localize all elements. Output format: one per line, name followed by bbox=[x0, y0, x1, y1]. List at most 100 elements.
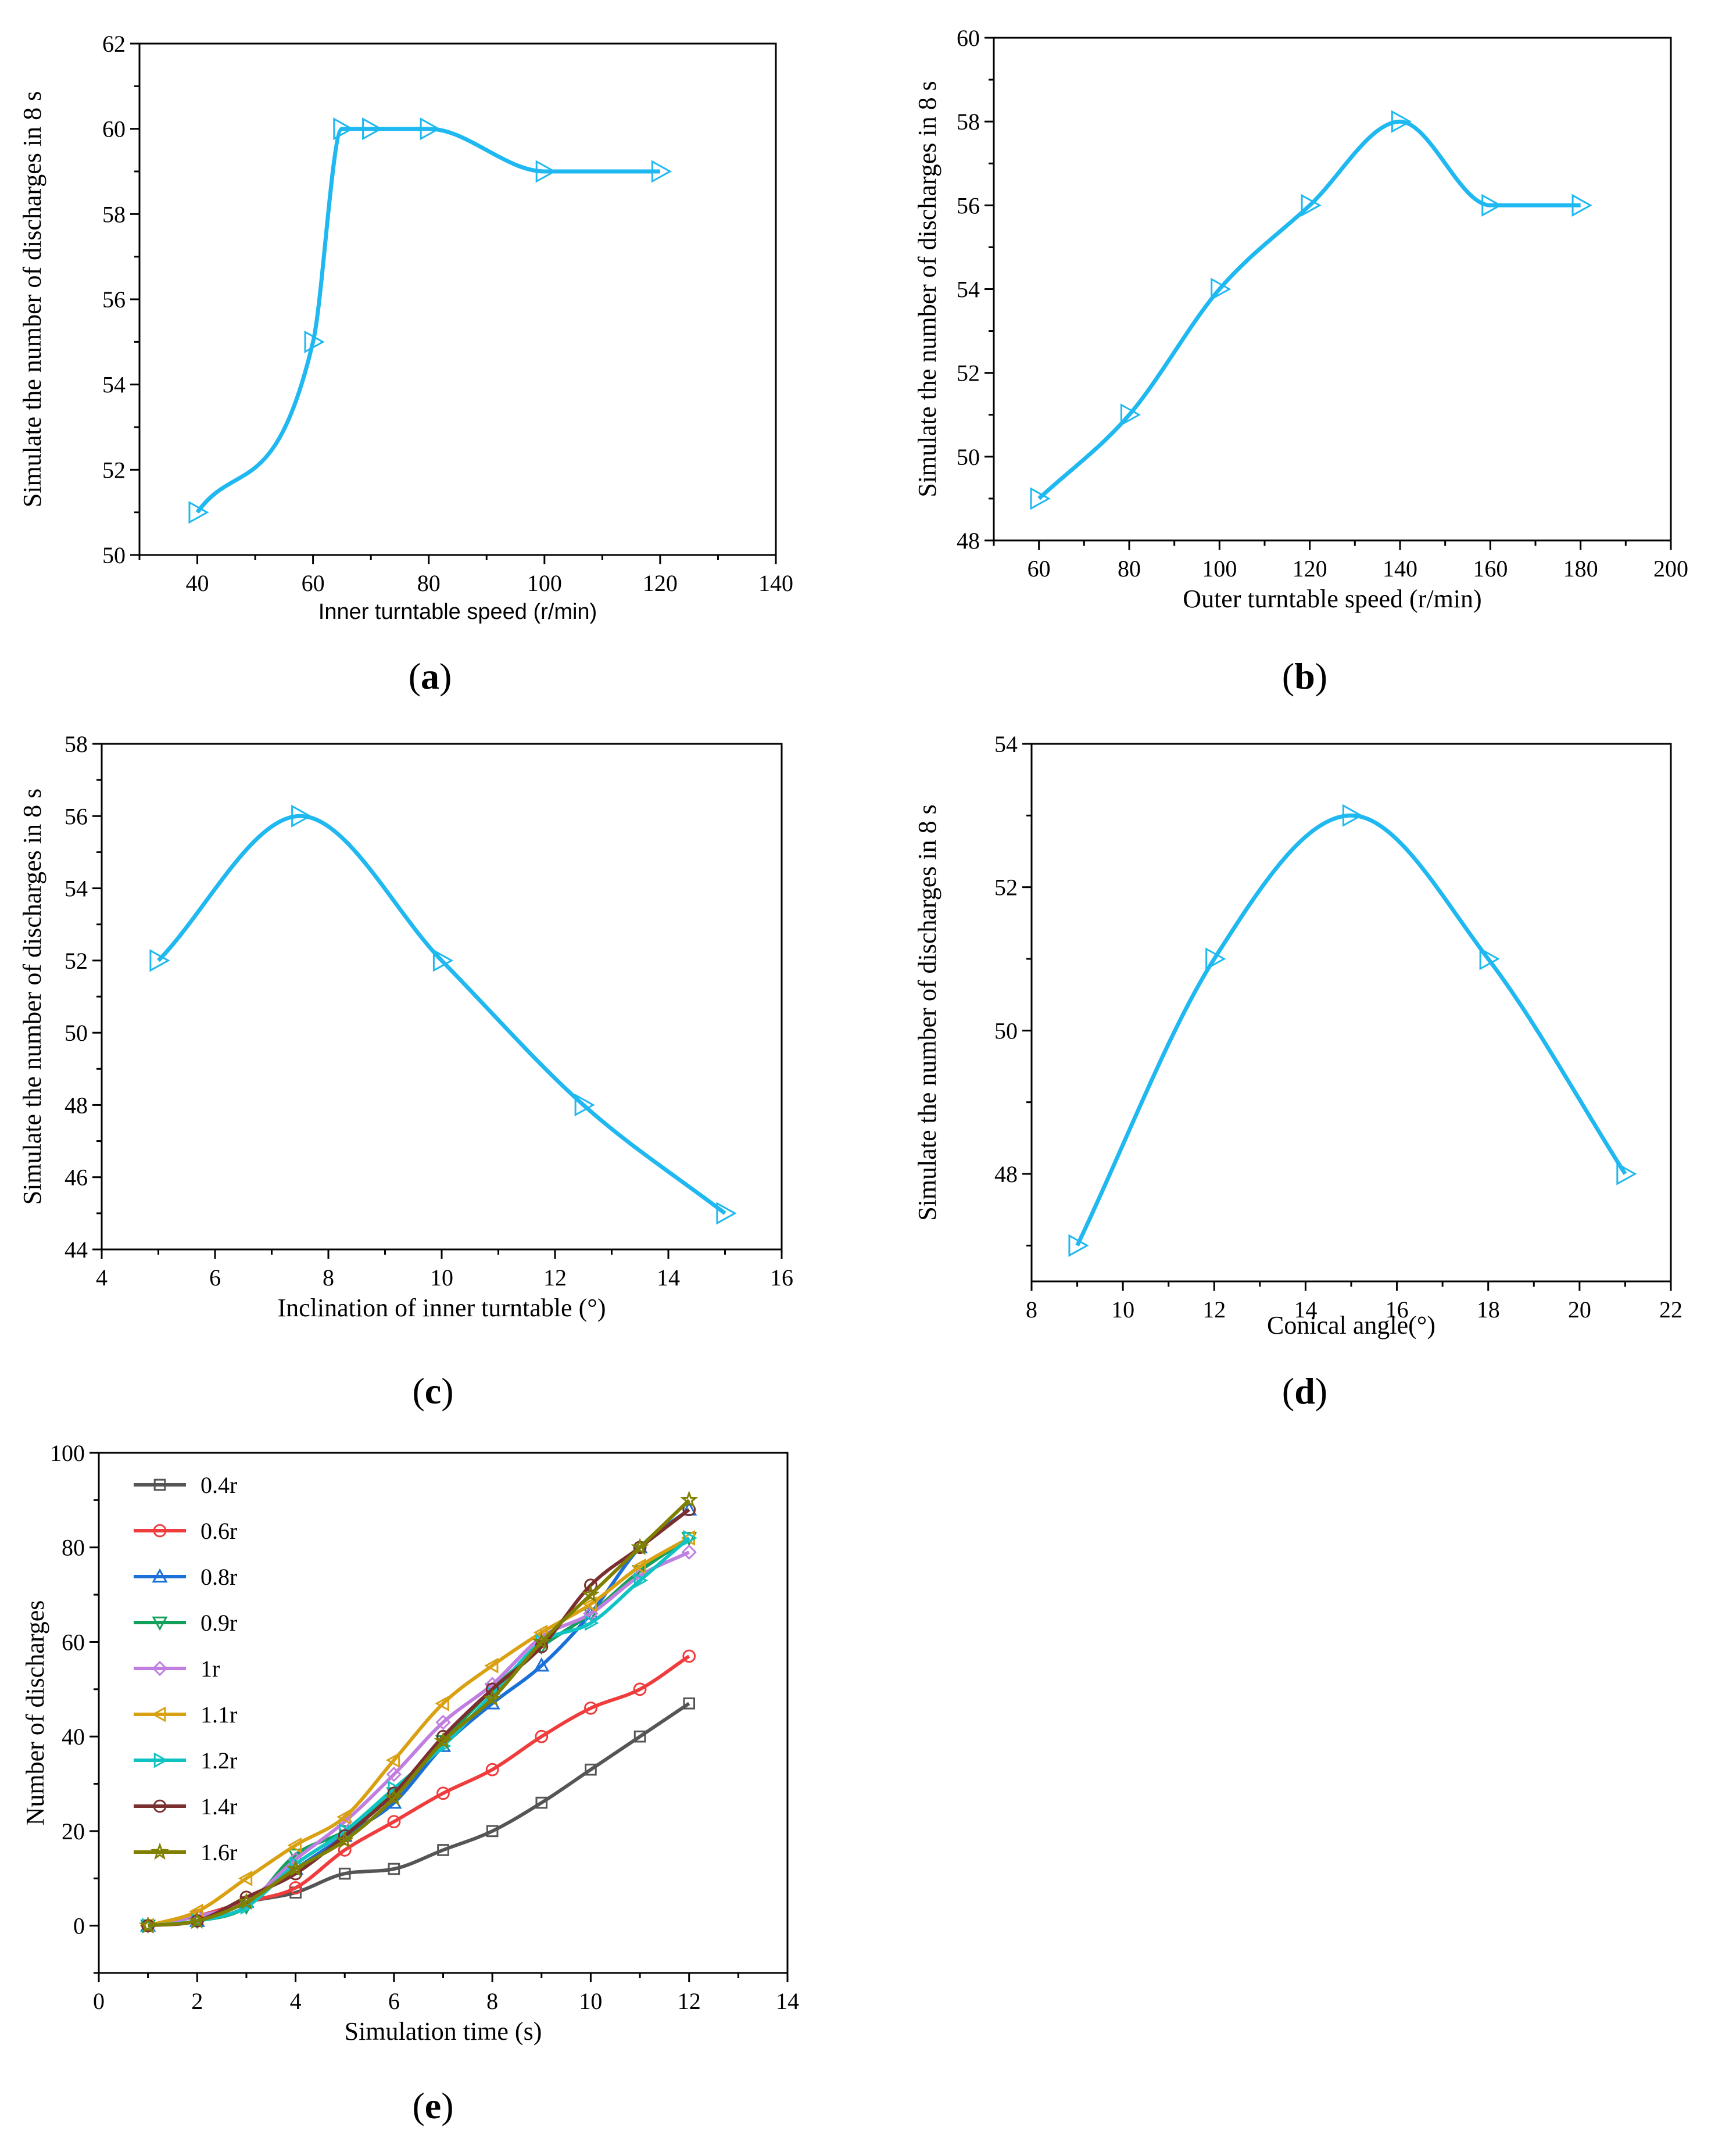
x-axis-label: Simulation time (s) bbox=[345, 2017, 542, 2046]
x-tick-label: 22 bbox=[1659, 1297, 1682, 1323]
x-tick-label: 4 bbox=[96, 1265, 108, 1291]
data-point bbox=[485, 1682, 499, 1696]
data-point bbox=[574, 1093, 595, 1116]
y-axis-label: Simulate the number of discharges in 8 s bbox=[913, 804, 941, 1221]
chart-panel-b: 60 80 100 120 140 160 180 200 48 50 52 54 56 58 60 Oute… bbox=[913, 25, 1688, 697]
data-point bbox=[434, 1731, 453, 1749]
panel-label: (b) bbox=[1282, 656, 1327, 697]
y-tick-label: 50 bbox=[994, 1018, 1018, 1044]
y-tick-label: 58 bbox=[65, 731, 88, 757]
data-point bbox=[679, 1490, 699, 1508]
panel-label: (a) bbox=[409, 656, 452, 697]
x-tick-label: 12 bbox=[678, 1988, 701, 2014]
legend-label: 1.2r bbox=[201, 1747, 237, 1774]
x-tick-label: 14 bbox=[657, 1265, 680, 1291]
x-tick-label: 60 bbox=[302, 570, 325, 596]
panel-label: (c) bbox=[412, 1370, 453, 1412]
chart-panel-a: 40 60 80 100 120 140 50 52 54 56 58 60 62 Inner turnt… bbox=[18, 31, 793, 697]
series-d bbox=[1068, 804, 1637, 1257]
series-line bbox=[148, 1654, 690, 1928]
data-point bbox=[336, 1808, 351, 1825]
data-point bbox=[581, 1585, 600, 1603]
data-point bbox=[138, 1916, 157, 1933]
data-point bbox=[584, 1701, 597, 1715]
legend-marker bbox=[153, 1752, 169, 1768]
y-tick-label: 46 bbox=[65, 1165, 88, 1191]
legend-item: 0.9r bbox=[134, 1610, 237, 1636]
legend-marker bbox=[151, 1842, 169, 1860]
legend-label: 1.6r bbox=[201, 1839, 237, 1865]
y-tick-label: 54 bbox=[994, 731, 1018, 757]
y-tick-label: 62 bbox=[102, 31, 126, 57]
series-1.1r bbox=[139, 1530, 696, 1934]
x-tick-label: 2 bbox=[191, 1988, 203, 2014]
legend-marker bbox=[151, 1706, 166, 1722]
series-c bbox=[149, 804, 737, 1225]
data-point bbox=[683, 1530, 697, 1546]
y-axis-label: Simulate the number of discharges in 8 s bbox=[18, 91, 46, 508]
data-point bbox=[435, 1714, 451, 1730]
data-point bbox=[387, 1815, 401, 1829]
data-point bbox=[483, 1689, 502, 1707]
legend-label: 0.4r bbox=[201, 1472, 237, 1498]
y-tick-label: 56 bbox=[102, 286, 126, 313]
legend-marker bbox=[152, 1660, 168, 1677]
legend-marker bbox=[152, 1568, 168, 1583]
data-point bbox=[1120, 403, 1141, 427]
chart-panel-e: 0 2 4 6 8 10 12 14 0 20 40 60 80 100 Simulation time (… bbox=[21, 1440, 799, 2126]
y-tick-label: 48 bbox=[994, 1161, 1018, 1187]
plot-frame bbox=[138, 42, 777, 556]
x-tick-label: 16 bbox=[1386, 1297, 1409, 1323]
data-point bbox=[1571, 194, 1592, 217]
y-tick-label: 50 bbox=[957, 444, 980, 470]
data-point bbox=[291, 804, 312, 828]
y-tick-label: 60 bbox=[102, 116, 126, 142]
data-point bbox=[420, 117, 441, 141]
data-point bbox=[585, 1615, 599, 1631]
data-point bbox=[651, 160, 672, 183]
legend-label: 1r bbox=[201, 1656, 220, 1682]
data-point bbox=[149, 949, 170, 972]
data-point bbox=[1030, 487, 1051, 510]
legend-label: 0.8r bbox=[201, 1564, 237, 1590]
series-0.6r bbox=[141, 1649, 696, 1933]
data-point bbox=[1479, 947, 1500, 970]
legend-marker bbox=[153, 1478, 166, 1491]
y-tick-label: 60 bbox=[62, 1629, 85, 1655]
data-point bbox=[333, 117, 354, 141]
series-a bbox=[188, 117, 672, 524]
legend-item: 0.4r bbox=[134, 1472, 237, 1498]
legend-item: 0.6r bbox=[134, 1518, 237, 1544]
legend-marker bbox=[153, 1799, 167, 1813]
x-tick-label: 4 bbox=[290, 1988, 302, 2014]
x-tick-label: 140 bbox=[758, 570, 793, 596]
chart-panel-d: 8 10 12 14 16 18 20 22 48 50 52 54 Conical angle(°) S… bbox=[913, 731, 1682, 1412]
series-line bbox=[1037, 119, 1581, 500]
x-tick-label: 6 bbox=[388, 1988, 400, 2014]
legend-label: 1.4r bbox=[201, 1793, 237, 1820]
legend: 0.4r 0.6r 0.8r 0.9r 1r 1.1r 1.2r 1.4r 1.6r bbox=[134, 1472, 237, 1865]
data-point bbox=[584, 1578, 597, 1592]
y-tick-label: 58 bbox=[102, 201, 126, 227]
data-point bbox=[237, 1892, 256, 1910]
series-line bbox=[195, 127, 660, 514]
data-point bbox=[362, 117, 383, 141]
x-tick-label: 100 bbox=[527, 570, 562, 596]
series-b bbox=[1030, 110, 1592, 510]
x-tick-label: 100 bbox=[1202, 556, 1237, 582]
y-tick-label: 50 bbox=[102, 542, 126, 568]
data-point bbox=[682, 1649, 696, 1663]
data-point bbox=[633, 1682, 647, 1696]
data-point bbox=[432, 949, 454, 972]
y-tick-label: 0 bbox=[73, 1913, 85, 1939]
legend-item: 1r bbox=[134, 1656, 220, 1682]
data-point bbox=[1301, 194, 1322, 217]
x-tick-label: 8 bbox=[486, 1988, 498, 2014]
legend-label: 0.6r bbox=[201, 1518, 237, 1544]
x-tick-label: 80 bbox=[1118, 556, 1141, 582]
x-tick-label: 0 bbox=[93, 1988, 105, 2014]
x-tick-label: 60 bbox=[1028, 556, 1051, 582]
data-point bbox=[582, 1596, 597, 1612]
data-point bbox=[188, 501, 209, 524]
